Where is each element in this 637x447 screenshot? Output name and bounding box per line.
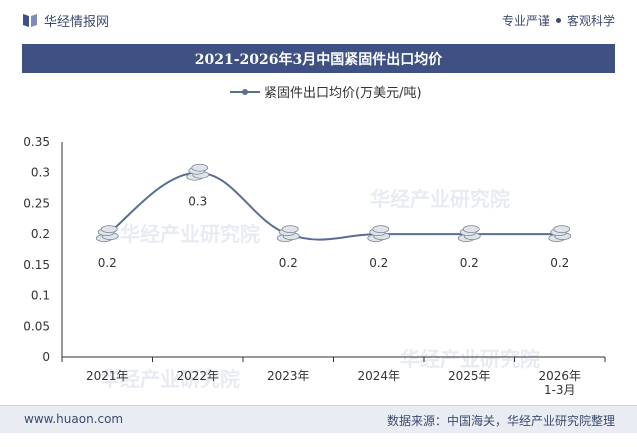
brand-logo-icon: [23, 14, 37, 27]
tag-right: 客观科学: [566, 14, 615, 28]
watermark-text: 华经产业研究院: [120, 222, 260, 246]
data-label: 0.2: [550, 256, 569, 270]
tag-left: 专业严谨: [501, 14, 550, 28]
y-tick-label: 0.15: [23, 258, 50, 272]
watermark-text: 华经产业研究院: [100, 367, 240, 391]
top-bar: 华经情报网 专业严谨 客观科学: [0, 0, 637, 40]
brand-name: 华经情报网: [44, 14, 110, 30]
watermark-text: 华经产业研究院: [370, 187, 510, 211]
y-tick-label: 0: [42, 350, 50, 364]
data-label: 0.2: [279, 256, 298, 270]
x-tick-label: 2022年: [176, 369, 219, 383]
legend-marker: [242, 89, 248, 95]
footer-website[interactable]: www.huaon.com: [24, 412, 124, 426]
x-tick-label: 2021年: [86, 369, 129, 383]
line-chart: 华经产业研究院华经产业研究院华经产业研究院华经产业研究院华经产业研究院紧固件出口…: [23, 86, 606, 397]
legend-label: 紧固件出口均价(万美元/吨): [264, 86, 422, 101]
coin-stack-icon: [95, 225, 119, 243]
y-tick-label: 0.35: [23, 135, 50, 149]
data-label: 0.2: [460, 256, 479, 270]
watermark-text: 华经产业研究院: [400, 347, 540, 371]
coin-stack-icon: [548, 225, 572, 243]
data-label: 0.3: [188, 195, 207, 209]
coin-stack-icon: [457, 225, 481, 243]
y-tick-label: 0.25: [23, 196, 50, 210]
x-tick-label: 2024年: [357, 369, 400, 383]
tagline: 专业严谨 客观科学: [502, 12, 615, 29]
y-tick-label: 0.1: [31, 289, 50, 303]
footer-source: 数据来源：中国海关，华经产业研究院整理: [386, 414, 615, 428]
y-tick-label: 0.05: [23, 319, 50, 333]
coin-stack-icon: [186, 163, 210, 181]
y-tick-label: 0.2: [31, 227, 50, 241]
dot-separator-icon: [555, 18, 561, 23]
coin-stack-icon: [276, 225, 300, 243]
x-tick-label: 2026年: [538, 369, 581, 383]
y-tick-label: 0.3: [31, 166, 50, 180]
x-tick-sublabel: 1-3月: [544, 383, 576, 397]
chart-title: 2021-2026年3月中国紧固件出口均价: [22, 44, 615, 73]
x-tick-label: 2025年: [448, 369, 491, 383]
footer: www.huaon.com 数据来源：中国海关，华经产业研究院整理: [0, 405, 637, 433]
data-label: 0.2: [369, 256, 388, 270]
x-tick-label: 2023年: [267, 369, 310, 383]
data-label: 0.2: [98, 256, 117, 270]
coin-stack-icon: [367, 225, 391, 243]
brand: 华经情报网: [22, 10, 109, 30]
